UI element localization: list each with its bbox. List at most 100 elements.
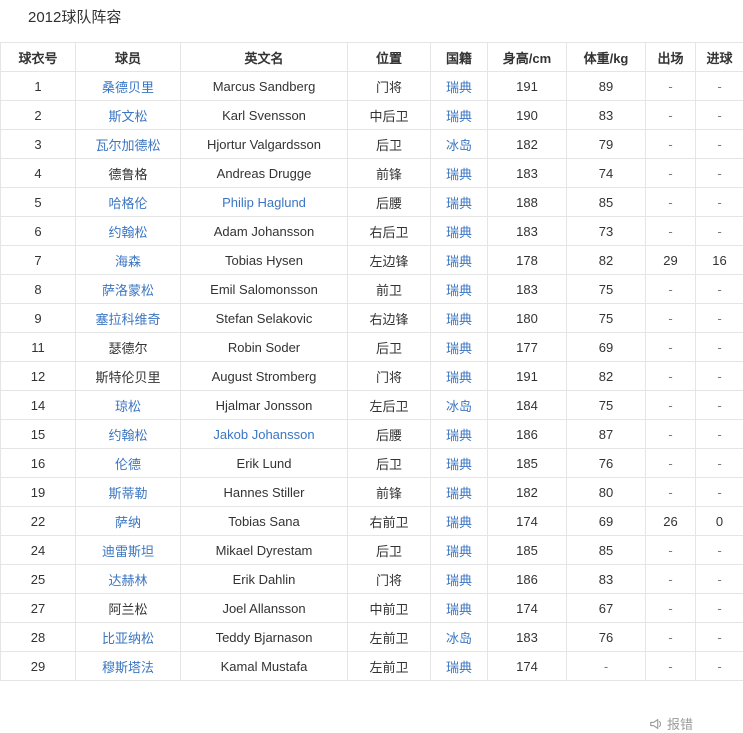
nationality-cell: 瑞典 (431, 478, 488, 507)
nationality-link[interactable]: 瑞典 (446, 254, 472, 269)
nationality-link[interactable]: 瑞典 (446, 312, 472, 327)
nationality-cell: 瑞典 (431, 565, 488, 594)
nationality-link[interactable]: 瑞典 (446, 457, 472, 472)
nationality-cell: 冰岛 (431, 391, 488, 420)
player-name-cell: 德鲁格 (76, 159, 181, 188)
player-link[interactable]: 达赫林 (108, 573, 147, 588)
english-name-cell: Tobias Hysen (181, 246, 348, 275)
english-name-cell: Mikael Dyrestam (181, 536, 348, 565)
nationality-link[interactable]: 瑞典 (446, 109, 472, 124)
position-cell: 前锋 (348, 159, 431, 188)
nationality-link[interactable]: 瑞典 (446, 573, 472, 588)
player-link[interactable]: 比亚纳松 (102, 631, 154, 646)
nationality-link[interactable]: 瑞典 (446, 428, 472, 443)
player-link[interactable]: 穆斯塔法 (102, 660, 154, 675)
weight-cell: 82 (567, 362, 646, 391)
nationality-link[interactable]: 瑞典 (446, 370, 472, 385)
nationality-link[interactable]: 瑞典 (446, 544, 472, 559)
position-cell: 后卫 (348, 333, 431, 362)
english-name-cell: Philip Haglund (181, 188, 348, 217)
nationality-link[interactable]: 瑞典 (446, 283, 472, 298)
player-link[interactable]: 萨洛蒙松 (102, 283, 154, 298)
weight-cell: 82 (567, 246, 646, 275)
player-link[interactable]: 海森 (115, 254, 141, 269)
english-name-cell: August Stromberg (181, 362, 348, 391)
appearances-cell: - (646, 333, 696, 362)
position-cell: 门将 (348, 565, 431, 594)
player-link[interactable]: 斯蒂勒 (108, 486, 147, 501)
nationality-link[interactable]: 冰岛 (446, 399, 472, 414)
player-link[interactable]: 约翰松 (108, 428, 147, 443)
player-name-cell: 瓦尔加德松 (76, 130, 181, 159)
nationality-link[interactable]: 瑞典 (446, 225, 472, 240)
nationality-cell: 瑞典 (431, 304, 488, 333)
player-link[interactable]: 琼松 (115, 399, 141, 414)
goals-cell: - (696, 362, 743, 391)
nationality-cell: 瑞典 (431, 449, 488, 478)
height-cell: 186 (488, 420, 567, 449)
english-name-cell: Jakob Johansson (181, 420, 348, 449)
height-cell: 174 (488, 652, 567, 681)
english-name-cell: Robin Soder (181, 333, 348, 362)
goals-cell: - (696, 304, 743, 333)
player-link[interactable]: 萨纳 (115, 515, 141, 530)
weight-cell: 74 (567, 159, 646, 188)
player-link[interactable]: 迪雷斯坦 (102, 544, 154, 559)
player-link[interactable]: 塞拉科维奇 (95, 312, 160, 327)
height-cell: 177 (488, 333, 567, 362)
nationality-link[interactable]: 瑞典 (446, 196, 472, 211)
appearances-cell: - (646, 449, 696, 478)
player-name-cell: 比亚纳松 (76, 623, 181, 652)
appearances-cell: - (646, 594, 696, 623)
nationality-cell: 冰岛 (431, 130, 488, 159)
goals-cell: - (696, 333, 743, 362)
player-link[interactable]: 瓦尔加德松 (95, 138, 160, 153)
english-name-cell: Andreas Drugge (181, 159, 348, 188)
english-name-cell: Joel Allansson (181, 594, 348, 623)
nationality-link[interactable]: 冰岛 (446, 631, 472, 646)
height-cell: 188 (488, 188, 567, 217)
goals-cell: - (696, 72, 743, 101)
column-header-position: 位置 (348, 43, 431, 72)
goals-cell: - (696, 420, 743, 449)
appearances-cell: - (646, 188, 696, 217)
position-cell: 门将 (348, 72, 431, 101)
nationality-link[interactable]: 瑞典 (446, 167, 472, 182)
english-name-cell: Stefan Selakovic (181, 304, 348, 333)
roster-table-header: 球衣号 球员 英文名 位置 国籍 身高/cm 体重/kg 出场 进球 (1, 43, 743, 72)
weight-cell: 89 (567, 72, 646, 101)
goals-cell: - (696, 594, 743, 623)
nationality-link[interactable]: 瑞典 (446, 660, 472, 675)
english-name-link[interactable]: Jakob Johansson (213, 427, 314, 442)
goals-cell: - (696, 536, 743, 565)
player-link[interactable]: 桑德贝里 (102, 80, 154, 95)
nationality-link[interactable]: 瑞典 (446, 515, 472, 530)
nationality-cell: 瑞典 (431, 362, 488, 391)
english-name-cell: Tobias Sana (181, 507, 348, 536)
nationality-cell: 瑞典 (431, 536, 488, 565)
nationality-link[interactable]: 瑞典 (446, 80, 472, 95)
english-name-link[interactable]: Philip Haglund (222, 195, 306, 210)
player-link[interactable]: 斯文松 (108, 109, 147, 124)
nationality-link[interactable]: 瑞典 (446, 602, 472, 617)
nationality-link[interactable]: 冰岛 (446, 138, 472, 153)
report-error-button[interactable]: 报错 (649, 714, 693, 733)
player-link[interactable]: 哈格伦 (108, 196, 147, 211)
nationality-link[interactable]: 瑞典 (446, 341, 472, 356)
english-name-cell: Hjortur Valgardsson (181, 130, 348, 159)
player-link[interactable]: 伦德 (115, 457, 141, 472)
player-link[interactable]: 约翰松 (108, 225, 147, 240)
goals-cell: - (696, 478, 743, 507)
position-cell: 左后卫 (348, 391, 431, 420)
weight-cell: 76 (567, 623, 646, 652)
jersey-number-cell: 4 (1, 159, 76, 188)
nationality-link[interactable]: 瑞典 (446, 486, 472, 501)
jersey-number-cell: 16 (1, 449, 76, 478)
jersey-number-cell: 19 (1, 478, 76, 507)
position-cell: 后卫 (348, 536, 431, 565)
